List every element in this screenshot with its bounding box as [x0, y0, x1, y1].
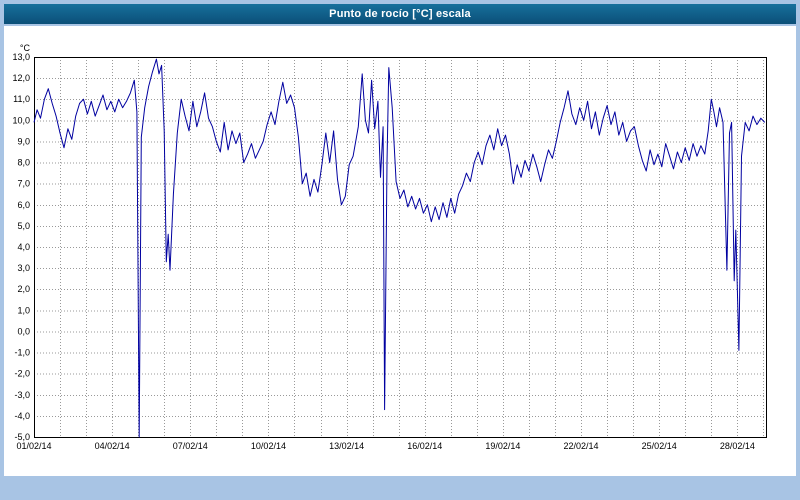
y-tick-label: 0,0 — [17, 326, 30, 336]
title-bar: Punto de rocío [°C] escala — [4, 4, 796, 24]
y-tick-label: 6,0 — [17, 200, 30, 210]
y-tick-label: -5,0 — [14, 432, 30, 442]
x-tick-label: 25/02/14 — [642, 441, 677, 451]
y-tick-label: -1,0 — [14, 348, 30, 358]
x-tick-label: 01/02/14 — [16, 441, 51, 451]
x-axis-labels: 01/02/14 04/02/14 07/02/14 10/02/14 13/02/14… — [16, 441, 754, 451]
chart-panel: 13,0 12,0 11,0 10,0 9,0 8,0 7,0 6,0 5,0 4,0 3,0 2,0… — [4, 26, 796, 476]
y-tick-label: 11,0 — [13, 94, 30, 104]
y-tick-label: 4,0 — [17, 242, 30, 252]
x-tick-label: 10/02/14 — [251, 441, 286, 451]
y-tick-label: -4,0 — [14, 411, 30, 421]
y-axis-labels: 13,0 12,0 11,0 10,0 9,0 8,0 7,0 6,0 5,0 4,0 3,0 2,0… — [12, 52, 30, 442]
y-tick-label: 9,0 — [17, 136, 30, 146]
y-tick-label: -2,0 — [14, 369, 30, 379]
x-tick-label: 04/02/14 — [95, 441, 130, 451]
gridlines — [34, 57, 766, 437]
y-tick-label: 5,0 — [17, 221, 30, 231]
dew-point-series-line — [33, 58, 766, 438]
x-tick-label: 13/02/14 — [329, 441, 364, 451]
plot-border — [34, 57, 767, 438]
x-tick-label: 16/02/14 — [407, 441, 442, 451]
x-tick-label: 22/02/14 — [564, 441, 599, 451]
y-tick-label: 2,0 — [17, 284, 30, 294]
y-tick-label: 1,0 — [17, 305, 30, 315]
dew-point-line-chart: 13,0 12,0 11,0 10,0 9,0 8,0 7,0 6,0 5,0 4,0 3,0 2,0… — [12, 43, 767, 451]
y-tick-label: 7,0 — [17, 179, 30, 189]
y-tick-label: 13,0 — [12, 52, 30, 62]
y-tick-label: 10,0 — [12, 115, 30, 125]
y-tick-label: -3,0 — [14, 390, 30, 400]
y-tick-label: 8,0 — [17, 158, 30, 168]
window-title: Punto de rocío [°C] escala — [329, 8, 471, 20]
x-tick-label: 19/02/14 — [485, 441, 520, 451]
y-axis-unit-label: °C — [20, 43, 31, 53]
x-tick-label: 07/02/14 — [173, 441, 208, 451]
y-tick-label: 12,0 — [12, 73, 30, 83]
y-tick-label: 3,0 — [17, 263, 30, 273]
x-tick-label: 28/02/14 — [720, 441, 755, 451]
